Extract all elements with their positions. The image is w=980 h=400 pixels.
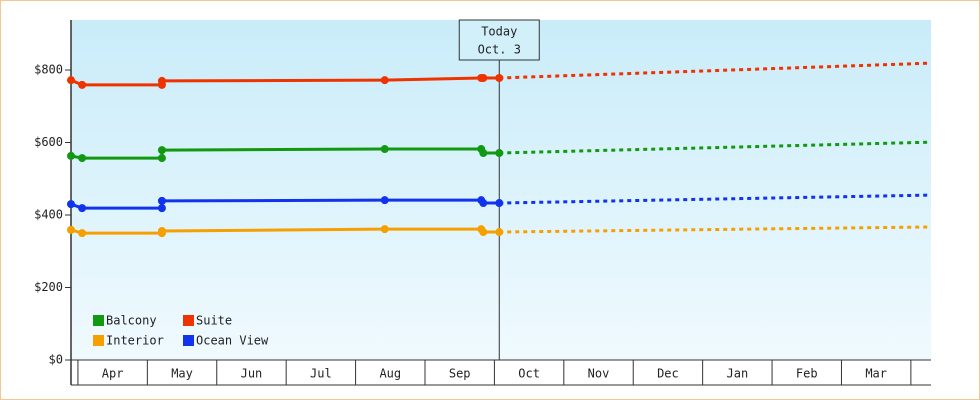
legend-swatch: [93, 335, 104, 346]
legend-label: Ocean View: [196, 334, 269, 348]
legend-swatch: [183, 335, 194, 346]
legend-swatch: [183, 315, 194, 326]
point: [78, 204, 87, 213]
point: [479, 228, 488, 237]
x-tick-label: May: [171, 367, 193, 381]
x-tick-label: Nov: [588, 367, 610, 381]
point: [67, 151, 75, 160]
point: [380, 196, 389, 205]
point: [157, 146, 166, 155]
x-tick-label: Aug: [379, 367, 401, 381]
point: [78, 154, 87, 163]
point: [157, 204, 166, 213]
x-tick-label: Jun: [241, 367, 263, 381]
x-tick-label: Feb: [796, 367, 818, 381]
point: [157, 154, 166, 163]
y-tick-label: $200: [34, 280, 63, 294]
point: [157, 196, 166, 205]
point: [495, 228, 504, 237]
plot-area: [71, 20, 931, 360]
y-tick-label: $800: [34, 63, 63, 77]
x-tick-label: Jan: [727, 367, 749, 381]
point: [78, 229, 87, 238]
point: [67, 76, 75, 85]
point: [157, 76, 166, 85]
today-box: [458, 19, 540, 61]
point: [495, 199, 504, 208]
point: [479, 199, 488, 208]
point: [495, 73, 504, 82]
point: [495, 149, 504, 158]
point: [78, 80, 87, 89]
x-tick-label: Sep: [449, 367, 471, 381]
x-tick-label: Apr: [102, 367, 124, 381]
legend-label: Balcony: [106, 314, 157, 328]
legend-swatch: [93, 315, 104, 326]
today-label: Today: [481, 25, 517, 39]
point: [380, 145, 389, 154]
point: [157, 226, 166, 235]
x-tick-label: Oct: [518, 367, 540, 381]
legend-label: Suite: [196, 314, 232, 328]
point: [380, 76, 389, 85]
point: [67, 200, 75, 209]
point: [380, 225, 389, 234]
y-tick-label: $0: [49, 353, 63, 367]
point: [479, 73, 488, 82]
y-tick-label: $400: [34, 208, 63, 222]
x-tick-label: Jul: [310, 367, 332, 381]
point: [67, 225, 75, 234]
point: [479, 149, 488, 158]
today-label: Oct. 3: [478, 43, 521, 57]
x-tick-label: Dec: [657, 367, 679, 381]
y-tick-label: $600: [34, 135, 63, 149]
legend-label: Interior: [106, 334, 164, 348]
x-tick-label: Mar: [865, 367, 887, 381]
